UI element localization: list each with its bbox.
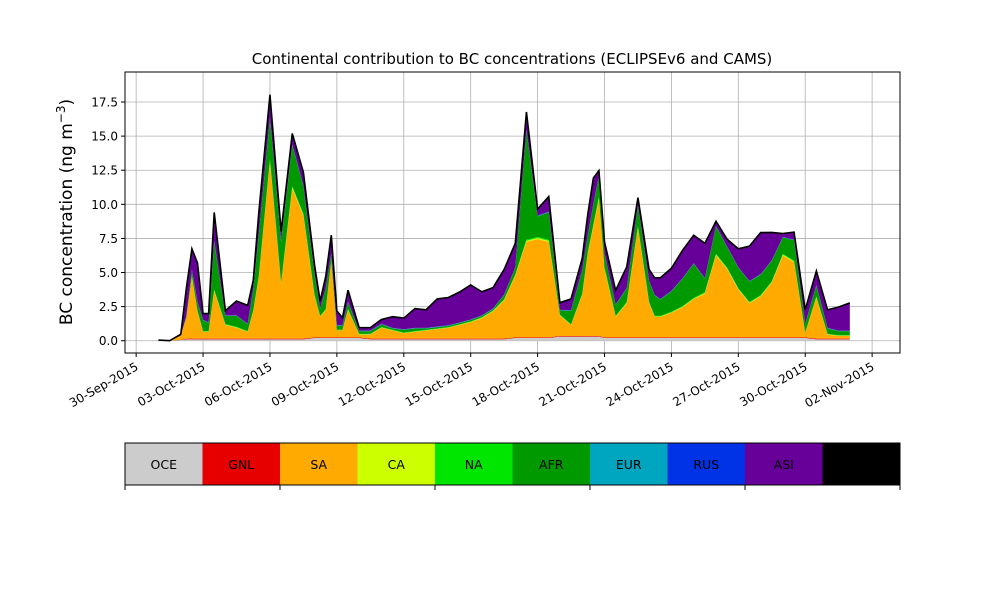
y-tick-label: 0.0 (99, 334, 118, 348)
y-tick-label: 2.5 (99, 300, 118, 314)
area-eur (158, 117, 850, 341)
legend-label-afr: AFR (539, 457, 564, 472)
y-axis-ticks: 0.0 2.5 5.0 7.5 10.0 12.5 15.0 17.5 (91, 96, 125, 348)
chart-title: Continental contribution to BC concentra… (252, 50, 773, 68)
x-axis-ticks: 30-Sep-201503-Oct-201506-Oct-201509-Oct-… (67, 353, 877, 410)
x-tick-label: 27-Oct-2015 (670, 359, 742, 409)
legend-label-rus: RUS (693, 457, 719, 472)
total-outline (158, 94, 851, 342)
y-axis-label-close: ) (57, 99, 77, 106)
x-tick-label: 02-Nov-2015 (802, 359, 876, 410)
legend-label-oce: OCE (151, 457, 178, 472)
x-tick-label: 12-Oct-2015 (336, 359, 408, 409)
legend-label-sa: SA (310, 457, 327, 472)
y-axis-label: BC concentration (ng m−3) (54, 99, 77, 325)
legend-swatch-asi (745, 443, 823, 485)
legend-swatch-afr (512, 443, 590, 485)
legend-label-na: NA (465, 457, 483, 472)
legend-swatch-eur (590, 443, 668, 485)
legend-swatch-rus (667, 443, 745, 485)
x-tick-label: 15-Oct-2015 (403, 359, 475, 409)
y-axis-label-text: BC concentration (ng m (57, 123, 77, 325)
y-tick-label: 17.5 (91, 96, 118, 110)
legend-swatch-aus (822, 443, 900, 485)
legend-swatch-sa (280, 443, 358, 485)
legend-label-gnl: GNL (228, 457, 254, 472)
stacked-areas (158, 94, 850, 341)
area-oce (158, 336, 850, 341)
area-asi (158, 96, 850, 341)
x-tick-label: 06-Oct-2015 (202, 359, 274, 409)
x-tick-label: 21-Oct-2015 (537, 359, 609, 409)
legend-label-ca: CA (388, 457, 406, 472)
legend-label-aus: AUS (848, 457, 874, 472)
y-tick-label: 15.0 (91, 130, 118, 144)
legend-swatch-oce (125, 443, 203, 485)
legend-label-eur: EUR (616, 457, 642, 472)
total-line (158, 94, 851, 342)
x-tick-label: 30-Sep-2015 (67, 359, 141, 410)
y-tick-label: 10.0 (91, 198, 118, 212)
y-tick-label: 5.0 (99, 266, 118, 280)
legend-swatch-na (435, 443, 513, 485)
x-tick-label: 30-Oct-2015 (737, 359, 809, 409)
legend-frame (124, 442, 901, 486)
legend-swatch-gnl (202, 443, 280, 485)
x-tick-label: 24-Oct-2015 (603, 359, 675, 409)
x-tick-label: 09-Oct-2015 (269, 359, 341, 409)
x-tick-label: 18-Oct-2015 (470, 359, 542, 409)
legend-label-asi: ASI (774, 457, 794, 472)
y-axis-label-exponent: −3 (54, 105, 68, 123)
area-sa (158, 161, 850, 341)
area-afr (158, 117, 850, 341)
legend-swatch-ca (357, 443, 435, 485)
colorbar-legend: OCE GNL SA CA NA AFR EUR RUS ASI AUS (124, 442, 901, 490)
plot-frame (124, 71, 901, 354)
x-tick-label: 03-Oct-2015 (135, 359, 207, 409)
y-tick-label: 7.5 (99, 232, 118, 246)
y-tick-label: 12.5 (91, 164, 118, 178)
